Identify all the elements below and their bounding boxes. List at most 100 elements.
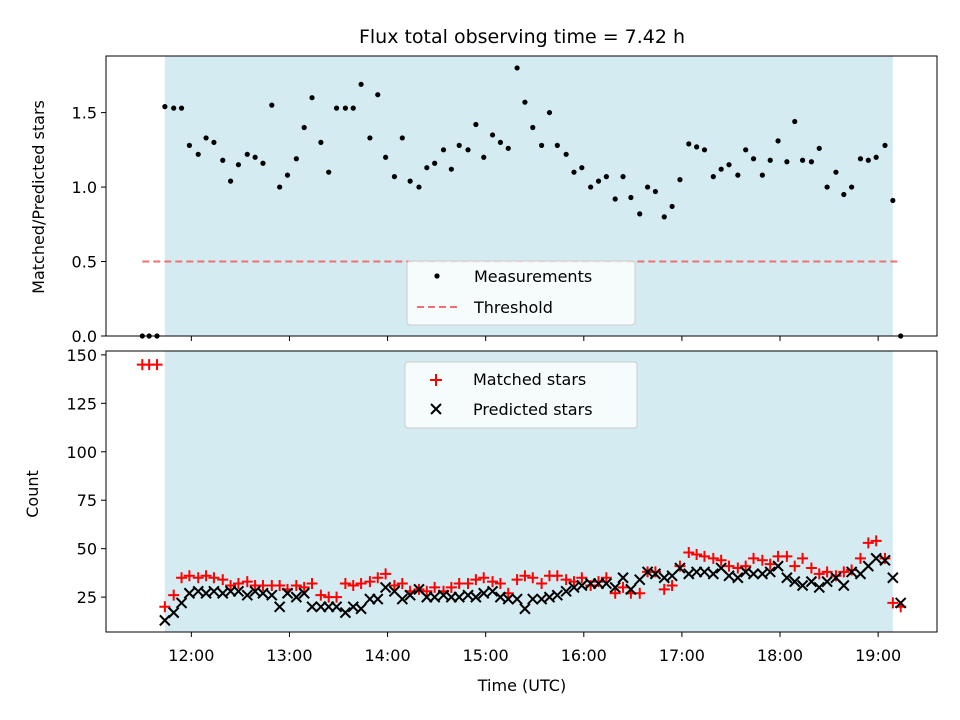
predicted-star-point: [887, 572, 899, 584]
matched-star-point: [658, 583, 670, 595]
bottom-y-ticks: 25 50 75 100 125 150: [66, 346, 106, 607]
measurement-point: [399, 135, 405, 141]
predicted-star-point: [183, 587, 196, 599]
matched-star-point: [364, 576, 376, 588]
measurement-point: [750, 156, 757, 162]
measurement-point: [637, 211, 643, 217]
predicted-star-point: [551, 589, 564, 601]
matched-star-point: [527, 572, 539, 584]
predicted-star-point: [208, 585, 220, 598]
measurement-point: [333, 105, 340, 111]
bottom-y-tick-label: 25: [77, 588, 97, 607]
matched-star-point: [707, 552, 719, 564]
measurement-point: [669, 203, 675, 210]
top-axes-frame: [105, 55, 938, 337]
predicted-star-point: [560, 585, 572, 598]
measurement-point: [890, 197, 896, 204]
measurement-point: [456, 142, 462, 148]
measurement-point: [293, 156, 299, 162]
measurement-point: [252, 154, 258, 160]
measurement-point: [661, 214, 667, 220]
predicted-star-point: [306, 601, 318, 613]
matched-star-point: [519, 570, 531, 582]
measurement-point: [514, 65, 520, 71]
measurement-point: [808, 159, 815, 165]
measurement-point: [784, 159, 790, 165]
measurement-point: [652, 188, 659, 195]
matched-star-point: [593, 576, 605, 588]
matched-star-point: [200, 570, 212, 582]
matched-star-point: [225, 579, 237, 591]
top-panel: 0.0 0.5 1.0 1.5 Flux total observing time =…: [29, 26, 938, 346]
predicted-star-point: [796, 579, 809, 592]
measurement-point: [816, 145, 822, 151]
matched-star-point: [217, 574, 229, 586]
measurement-point: [620, 174, 626, 180]
matched-star-point: [666, 579, 678, 591]
measurement-point: [391, 174, 398, 180]
measurement-point: [799, 157, 806, 163]
predicted-star-point: [330, 601, 343, 613]
measurement-point: [269, 102, 275, 108]
legend-measurements-label: Measurements: [474, 267, 592, 286]
chart-title: Flux total observing time = 7.42 h: [359, 26, 685, 48]
predicted-star-point: [379, 581, 392, 594]
predicted-star-point: [764, 566, 776, 578]
matched-star-point: [372, 572, 384, 584]
predicted-star-point: [404, 589, 416, 601]
matched-star-point: [380, 568, 392, 580]
matched-star-point: [421, 585, 433, 597]
matched-star-point: [396, 578, 408, 590]
predicted-star-point: [470, 591, 482, 603]
predicted-star-point: [609, 581, 621, 594]
measurement-point: [824, 184, 830, 190]
predicted-star-point: [241, 589, 253, 601]
measurement-point: [579, 165, 585, 171]
matched-star-point: [764, 558, 776, 570]
measurement-point: [277, 184, 283, 190]
matched-star-point: [723, 560, 735, 572]
matched-star-point: [870, 535, 882, 547]
bottom-y-tick-label: 100: [66, 443, 97, 462]
measurement-point: [677, 177, 683, 183]
measurement-point: [792, 118, 798, 125]
bottom-y-tick-label: 50: [77, 540, 97, 559]
predicted-star-point: [707, 568, 720, 580]
legend-predicted-marker: [430, 403, 442, 415]
bottom-y-axis-label: Count: [23, 470, 42, 518]
x-tick-label: 12:00: [168, 646, 214, 665]
matched-star-point: [879, 552, 891, 564]
matched-star-point: [462, 578, 474, 590]
matched-star-point: [192, 572, 204, 584]
measurement-point: [644, 184, 651, 190]
measurement-point: [171, 105, 177, 111]
x-axis-label: Time (UTC): [477, 676, 566, 695]
matched-star-point: [551, 570, 563, 582]
matched-star-point: [805, 562, 817, 574]
matched-star-point: [862, 537, 874, 549]
measurement-point: [603, 174, 609, 180]
measurement-point: [554, 142, 560, 148]
x-tick-label: 18:00: [757, 646, 803, 665]
measurement-point: [220, 157, 226, 163]
bottom-legend-box: [404, 361, 638, 429]
predicted-star-point: [723, 570, 735, 582]
top-y-ticks: 0.0 0.5 1.0 1.5: [72, 104, 106, 346]
matched-star-point: [617, 581, 629, 593]
measurement-point: [563, 151, 569, 157]
matched-star-point: [339, 578, 351, 590]
predicted-star-point: [428, 591, 441, 603]
measurement-point: [710, 174, 716, 180]
predicted-star-point: [290, 591, 303, 603]
predicted-star-point: [232, 585, 245, 598]
matched-star-point: [478, 572, 490, 584]
matched-star-point: [674, 560, 686, 572]
predicted-star-point: [649, 568, 662, 580]
matched-star-point: [830, 570, 842, 582]
predicted-star-point: [625, 583, 637, 596]
matched-star-point: [388, 579, 400, 591]
matched-star-point: [600, 572, 612, 584]
measurement-point: [309, 95, 315, 101]
x-tick-label: 13:00: [266, 646, 312, 665]
